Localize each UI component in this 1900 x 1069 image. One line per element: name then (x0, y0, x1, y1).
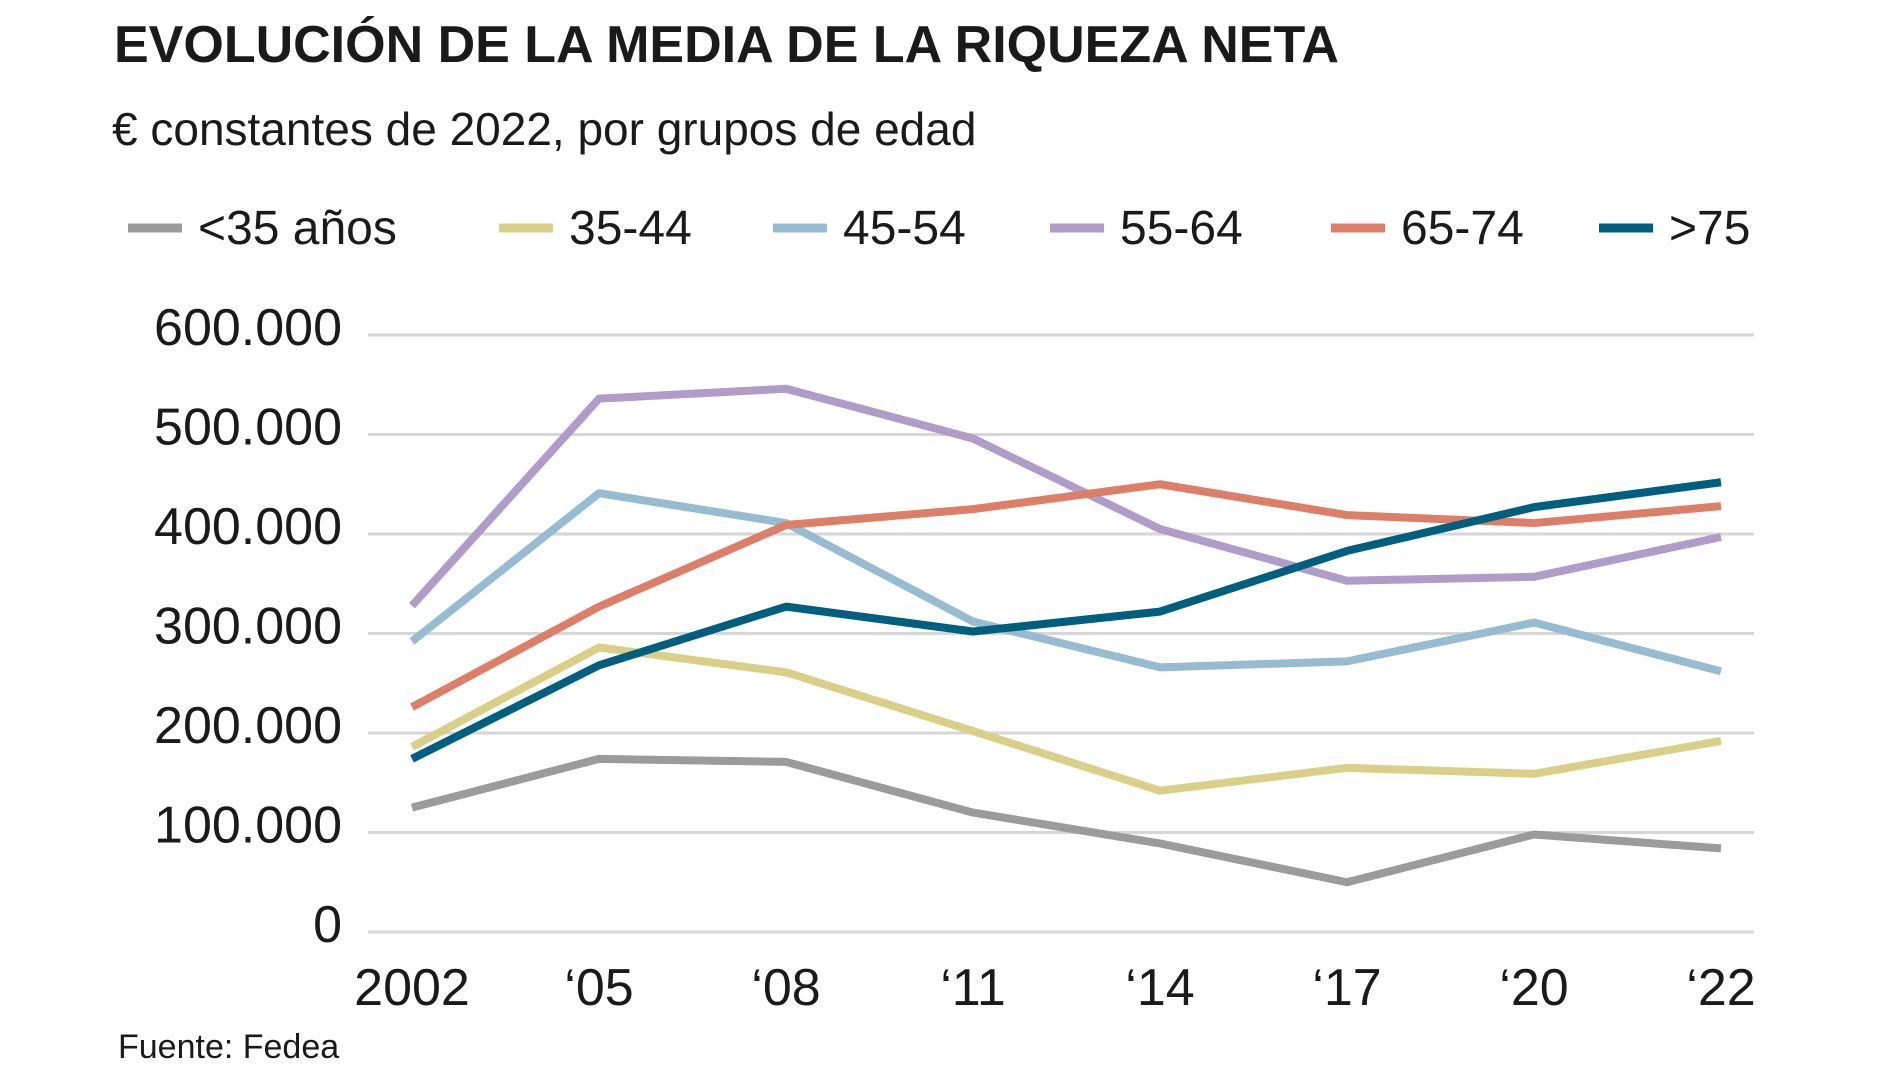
y-tick-label: 600.000 (154, 299, 342, 357)
legend-item: 35-44 (499, 202, 692, 255)
x-tick-label: ‘08 (751, 959, 820, 1017)
legend-label: <35 años (198, 202, 397, 255)
legend-label: 45-54 (843, 202, 966, 255)
series-line-2 (409, 489, 1723, 676)
legend-item: <35 años (128, 202, 397, 255)
chart-subtitle: € constantes de 2022, por grupos de edad (112, 103, 976, 155)
chart-title: EVOLUCIÓN DE LA MEDIA DE LA RIQUEZA NETA (114, 16, 1339, 74)
series-line-0 (410, 754, 1722, 887)
series-line-1 (410, 643, 1722, 795)
series-line-4 (410, 480, 1722, 711)
legend-label: 35-44 (569, 202, 692, 255)
legend-label: 65-74 (1401, 202, 1524, 255)
x-tick-label: ‘11 (940, 959, 1006, 1017)
y-tick-label: 300.000 (154, 598, 342, 656)
x-tick-label: 2002 (354, 959, 470, 1017)
x-tick-label: ‘22 (1686, 959, 1755, 1017)
y-tick-label: 0 (313, 896, 342, 954)
series-lines (409, 384, 1723, 887)
y-tick-label: 400.000 (154, 498, 342, 556)
source-note: Fuente: Fedea (118, 1028, 339, 1066)
y-tick-label: 500.000 (154, 399, 342, 457)
x-axis: 2002 ‘05 ‘08 ‘11 ‘14 ‘17 ‘20 ‘22 (354, 959, 1756, 1017)
legend-item: 65-74 (1331, 202, 1524, 255)
legend-label: >75 (1669, 202, 1750, 255)
y-tick-label: 100.000 (154, 797, 342, 855)
x-tick-label: ‘14 (1125, 959, 1194, 1017)
legend: <35 años 35-44 45-54 55-64 65-74 >75 (128, 202, 1750, 255)
legend-label: 55-64 (1120, 202, 1243, 255)
series-line-3 (409, 384, 1722, 609)
x-tick-label: ‘05 (564, 959, 633, 1017)
y-axis: 0 100.000 200.000 300.000 400.000 500.000 600.… (154, 299, 342, 954)
legend-item: 45-54 (773, 202, 966, 255)
legend-item: 55-64 (1050, 202, 1243, 255)
series-line-5 (410, 478, 1722, 763)
x-tick-label: ‘17 (1312, 959, 1381, 1017)
y-tick-label: 200.000 (154, 697, 342, 755)
x-tick-label: ‘20 (1499, 959, 1568, 1017)
grid (368, 333, 1754, 934)
legend-item: >75 (1599, 202, 1750, 255)
